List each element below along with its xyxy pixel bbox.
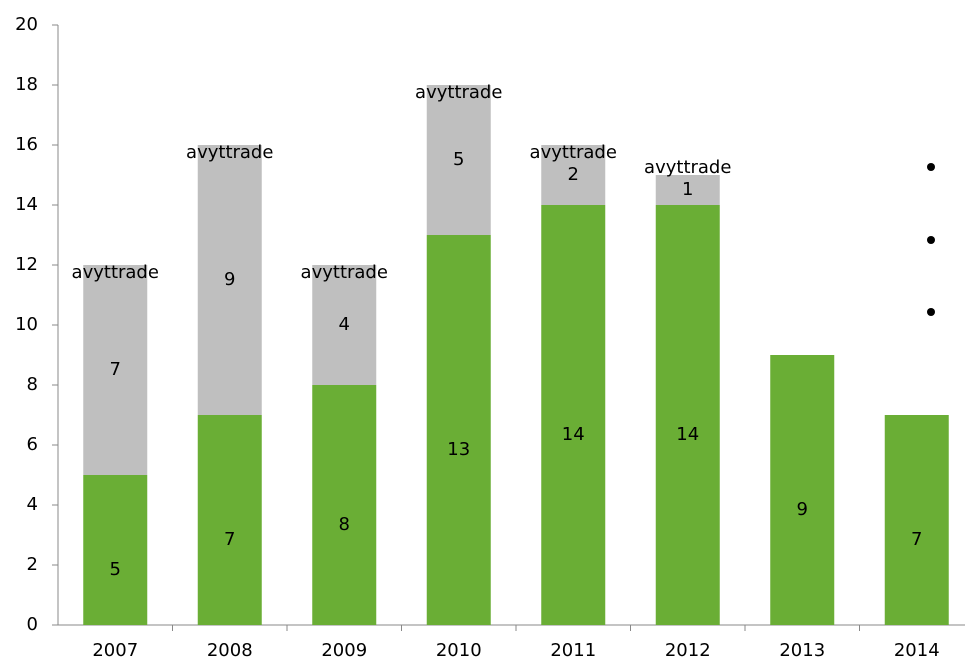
value-label: 8: [339, 514, 350, 535]
bar-segment: [426, 235, 491, 625]
series-label: avyttrade: [301, 262, 388, 283]
bar-segment: [541, 205, 606, 625]
bullet: [927, 163, 935, 171]
bullet: [927, 236, 935, 244]
value-label: 4: [339, 314, 350, 335]
bar-segment: [197, 145, 262, 415]
bullet: [927, 308, 935, 316]
bar-segment: [655, 175, 720, 205]
x-tick-label: 2011: [550, 640, 596, 661]
value-label: 7: [110, 359, 121, 380]
y-tick-label: 14: [15, 194, 38, 215]
y-tick-label: 4: [27, 494, 38, 515]
x-tick-label: 2009: [321, 640, 367, 661]
bar-segment: [884, 415, 949, 625]
x-tick-label: 2008: [207, 640, 253, 661]
value-label: 7: [911, 529, 922, 550]
value-label: 9: [224, 269, 235, 290]
y-tick-label: 0: [27, 614, 38, 635]
series-label: avyttrade: [644, 157, 731, 178]
y-tick-label: 18: [15, 74, 38, 95]
x-tick-label: 2007: [92, 640, 138, 661]
value-label: 7: [224, 529, 235, 550]
x-tick-label: 2014: [894, 640, 940, 661]
y-tick-label: 12: [15, 254, 38, 275]
series-label: avyttrade: [415, 82, 502, 103]
x-tick-label: 2012: [665, 640, 711, 661]
bar-segment: [197, 415, 262, 625]
bar-segment: [426, 85, 491, 235]
series-label: avyttrade: [186, 142, 273, 163]
y-tick-label: 20: [15, 14, 38, 35]
bar-segment: [541, 145, 606, 205]
bar-segment: [312, 385, 377, 625]
y-tick-label: 2: [27, 554, 38, 575]
series-label: avyttrade: [72, 262, 159, 283]
bar-segment: [770, 355, 835, 625]
x-tick-label: 2010: [436, 640, 482, 661]
y-tick-label: 16: [15, 134, 38, 155]
y-tick-label: 8: [27, 374, 38, 395]
value-label: 9: [797, 499, 808, 520]
value-label: 5: [453, 149, 464, 170]
value-label: 1: [682, 179, 693, 200]
series-label: avyttrade: [530, 142, 617, 163]
value-label: 2: [568, 164, 579, 185]
bar-segment: [83, 475, 148, 625]
value-label: 14: [676, 424, 699, 445]
x-tick-label: 2013: [779, 640, 825, 661]
value-label: 5: [110, 559, 121, 580]
value-label: 13: [447, 439, 470, 460]
bar-segment: [83, 265, 148, 475]
value-label: 14: [562, 424, 585, 445]
y-tick-label: 6: [27, 434, 38, 455]
y-tick-label: 10: [15, 314, 38, 335]
bar-segment: [655, 205, 720, 625]
bar-segment: [312, 265, 377, 385]
